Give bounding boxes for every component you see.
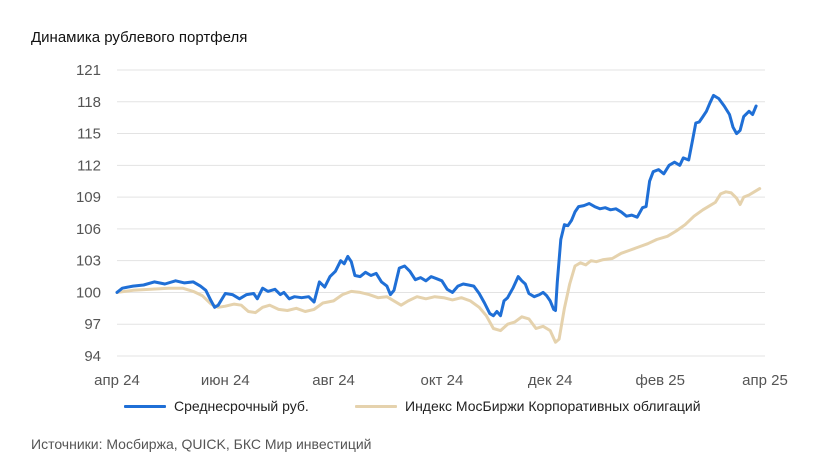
y-tick-label: 97 bbox=[84, 316, 101, 333]
y-tick-label: 118 bbox=[77, 94, 101, 111]
legend-label-series-1: Среднесрочный руб. bbox=[174, 398, 309, 414]
y-tick-label: 94 bbox=[84, 348, 101, 365]
x-tick-label: фев 25 bbox=[635, 372, 685, 389]
y-tick-label: 106 bbox=[76, 221, 101, 238]
series-line-1 bbox=[115, 93, 758, 318]
y-tick-label: 109 bbox=[76, 189, 101, 206]
legend-item-series-1: Среднесрочный руб. bbox=[124, 398, 309, 414]
legend-swatch-series-1 bbox=[124, 404, 166, 408]
x-tick-label: апр 24 bbox=[94, 372, 140, 389]
y-tick-label: 100 bbox=[76, 284, 101, 301]
legend-item-series-2: Индекс МосБиржи Корпоративных облигаций bbox=[355, 398, 701, 414]
source-note: Источники: Мосбиржа, QUICK, БКС Мир инве… bbox=[31, 436, 372, 452]
y-axis-ticks: 94 97 100 103 106 109 112 115 118 121 bbox=[76, 62, 101, 365]
legend-label-series-2: Индекс МосБиржи Корпоративных облигаций bbox=[405, 398, 701, 414]
chart-title: Динамика рублевого портфеля bbox=[31, 29, 248, 46]
y-tick-label: 115 bbox=[77, 126, 101, 143]
x-axis-ticks: апр 24 июн 24 авг 24 окт 24 дек 24 фев 25 апр … bbox=[94, 372, 788, 389]
x-tick-label: окт 24 bbox=[420, 372, 463, 389]
x-tick-label: апр 25 bbox=[742, 372, 788, 389]
x-tick-label: авг 24 bbox=[312, 372, 355, 389]
y-tick-label: 112 bbox=[77, 157, 101, 174]
x-tick-label: дек 24 bbox=[528, 372, 573, 389]
grid-lines bbox=[117, 69, 765, 357]
series-line-2 bbox=[115, 187, 762, 344]
y-tick-label: 121 bbox=[76, 62, 101, 79]
series-lines bbox=[115, 93, 762, 344]
x-tick-label: июн 24 bbox=[201, 372, 250, 389]
y-tick-label: 103 bbox=[76, 253, 101, 270]
legend-swatch-series-2 bbox=[355, 404, 397, 408]
